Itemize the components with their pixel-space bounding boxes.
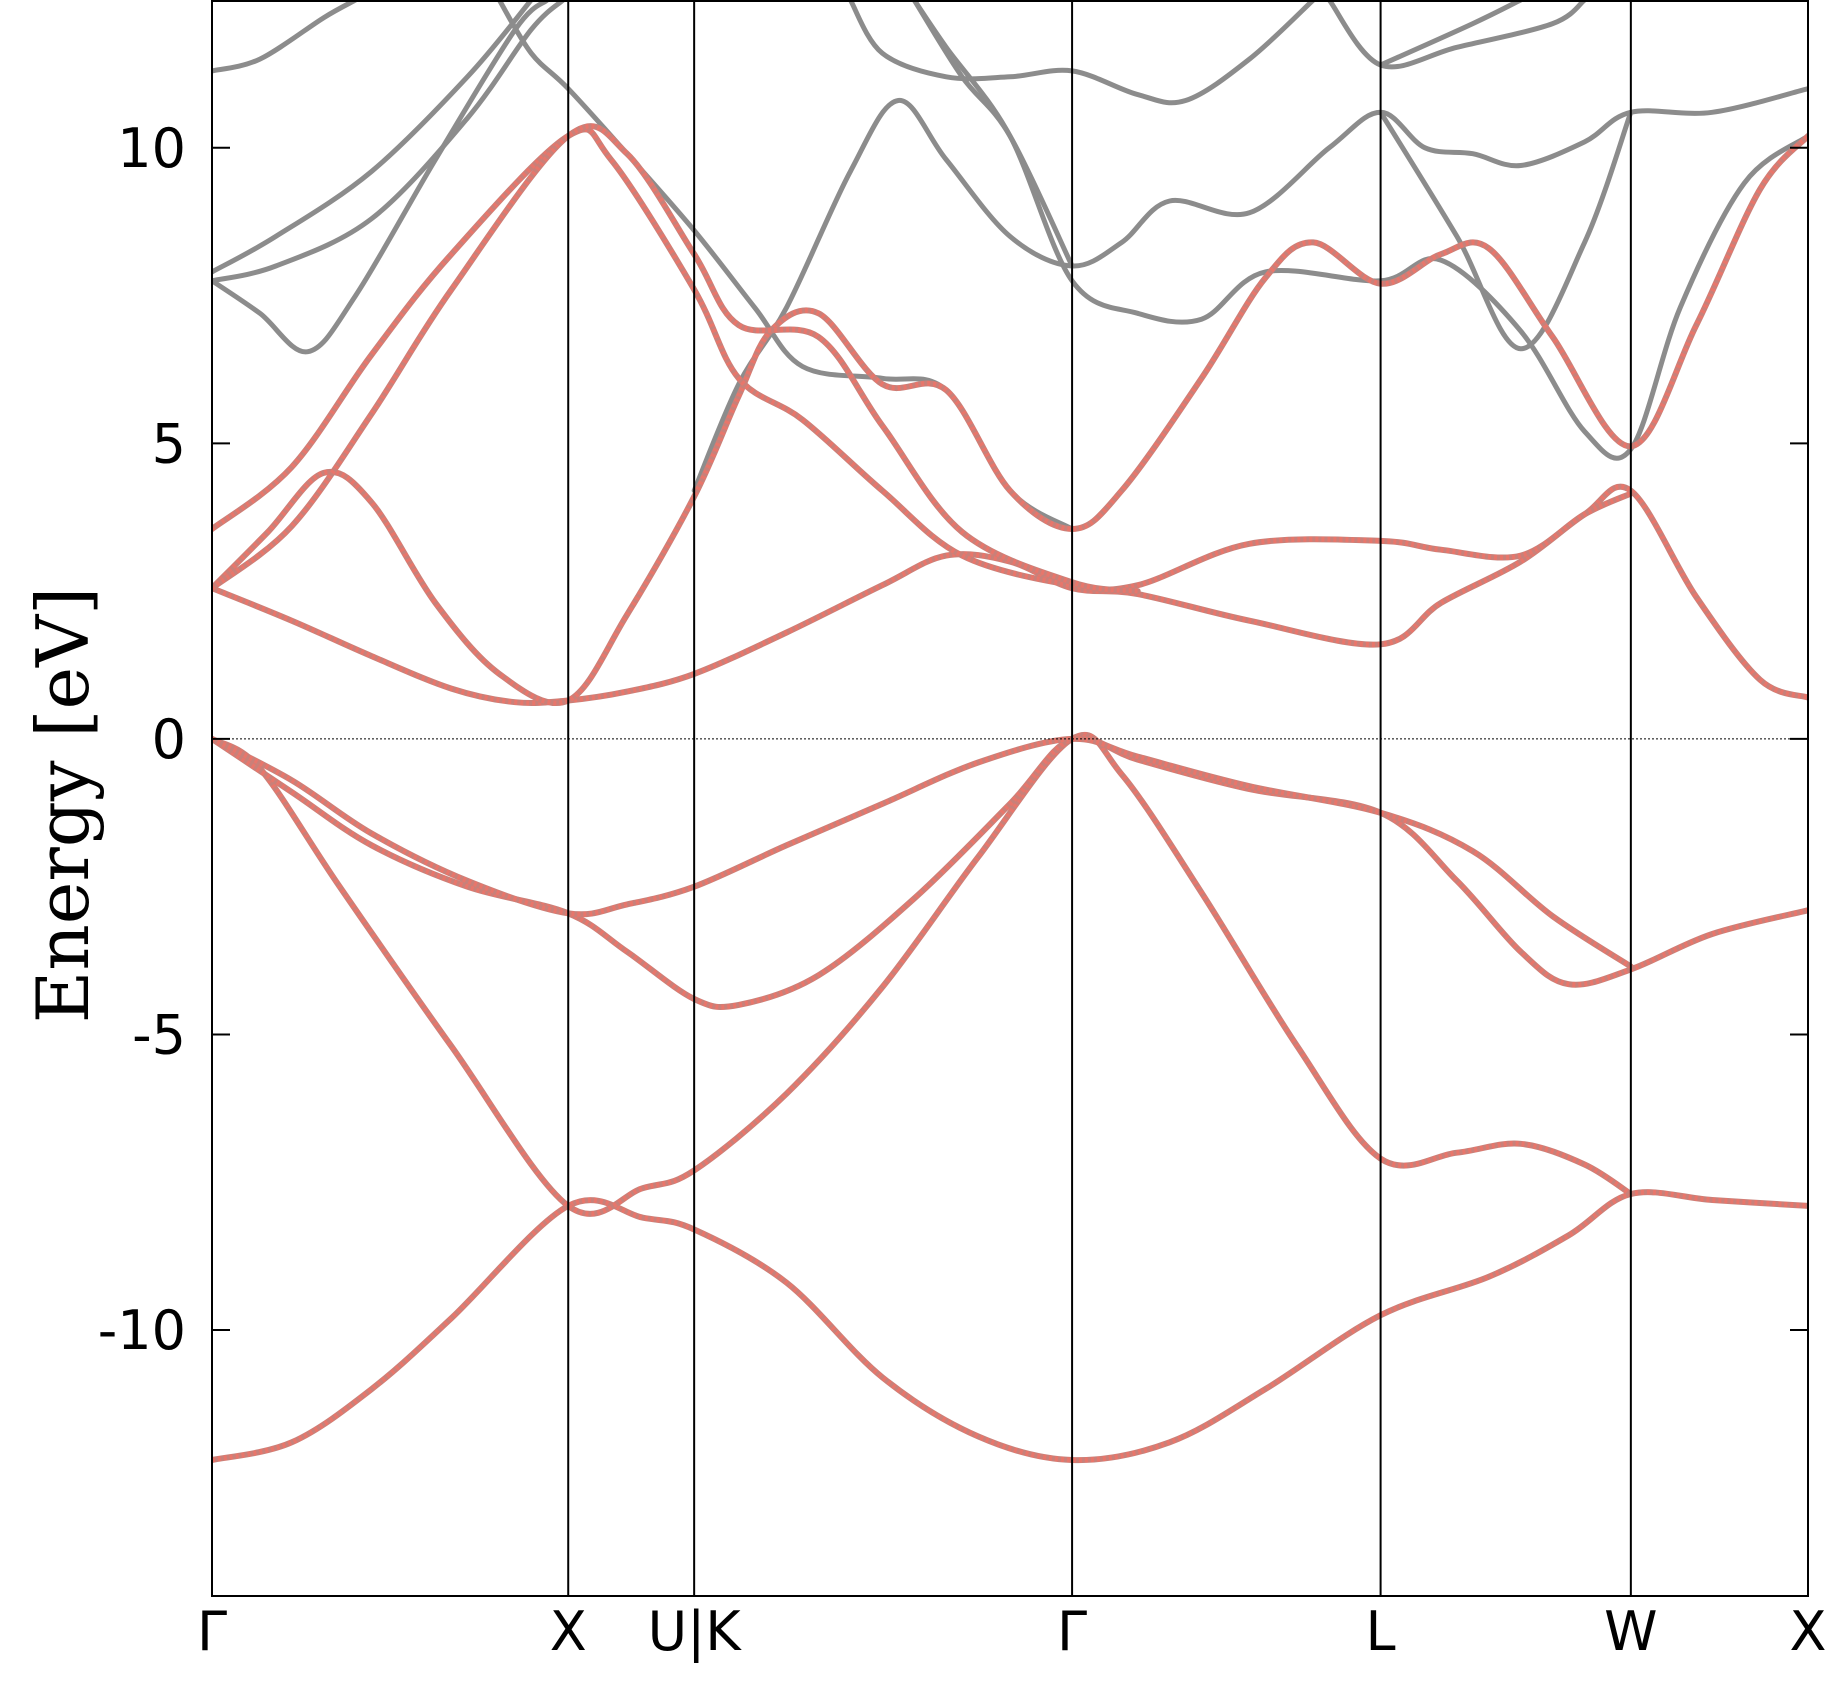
x-tick-label-6: X <box>1790 1600 1827 1663</box>
y-tick-label-5: 5 <box>152 412 186 475</box>
band-line-g12 <box>1378 109 1634 352</box>
band-dots-c1 <box>212 484 1808 706</box>
x-tick-label-2: U|K <box>648 1600 743 1663</box>
band-line-c4 <box>212 123 1141 595</box>
band-dots-v2 <box>212 732 1633 1217</box>
x-tick-label-1: X <box>550 1600 587 1663</box>
band-line-v1 <box>212 1189 1808 1464</box>
band-line-c2 <box>212 133 1808 707</box>
band-line-c3 <box>212 126 1634 593</box>
band-line-g11 <box>1378 0 1524 68</box>
band-dots-c3 <box>212 126 1632 593</box>
x-tick-label-4: L <box>1366 1600 1396 1663</box>
band-line-g4 <box>212 0 550 355</box>
band-dots-v3 <box>212 734 1808 1010</box>
band-line-g7 <box>847 0 1316 106</box>
bands-layer <box>212 0 1808 532</box>
highlight-layer <box>212 123 1808 1464</box>
labels-layer: Γ X U|K Γ L W X 10 5 0 -5 -10 <box>98 117 1827 1663</box>
axes-layer <box>211 0 1809 1597</box>
band-line-g6 <box>691 86 1808 494</box>
y-tick-label--5: -5 <box>132 1003 186 1066</box>
band-line-g1 <box>212 0 359 74</box>
x-tick-label-3: Γ <box>1057 1600 1087 1663</box>
y-tick-label-10: 10 <box>117 117 186 180</box>
band-line-g2 <box>212 0 534 275</box>
band-dots-c4 <box>212 123 1139 594</box>
y-tick-label-0: 0 <box>152 708 186 771</box>
band-line-g8 <box>911 0 1808 461</box>
plot-frame <box>211 0 1809 1597</box>
x-tick-label-0: Γ <box>197 1600 227 1663</box>
band-line-g10 <box>1326 0 1588 70</box>
band-dots-v4 <box>212 736 1633 969</box>
band-dots-c2 <box>212 134 1808 706</box>
y-tick-label--10: -10 <box>98 1299 186 1362</box>
band-line-c1 <box>212 483 1808 707</box>
band-line-v2 <box>212 731 1634 1217</box>
band-dots-v1 <box>212 1189 1808 1463</box>
x-tick-label-5: W <box>1604 1600 1657 1663</box>
y-axis-title: Energy [eV] <box>21 587 105 1023</box>
band-line-g9 <box>911 0 1075 269</box>
band-line-g3 <box>212 0 566 284</box>
